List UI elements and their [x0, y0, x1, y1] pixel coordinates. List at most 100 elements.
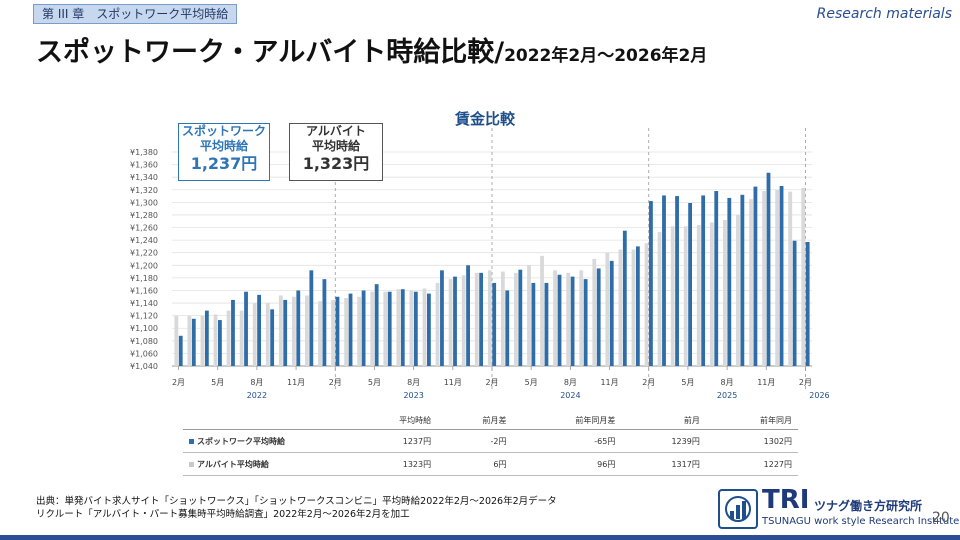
bar-alba — [239, 310, 244, 366]
y-tick-label: ¥1,300 — [130, 198, 158, 207]
bar-alba — [605, 252, 610, 366]
bar-spot — [244, 291, 248, 366]
y-tick-label: ¥1,380 — [130, 148, 158, 157]
y-tick-label: ¥1,200 — [130, 261, 158, 270]
bar-alba — [200, 315, 205, 366]
bar-spot — [701, 195, 706, 366]
spot-wage-callout: スポットワーク 平均時給 1,237円 — [178, 123, 270, 181]
bar-spot — [218, 320, 222, 366]
bar-spot — [688, 202, 693, 366]
bar-alba — [409, 290, 414, 366]
bar-alba — [174, 315, 179, 366]
bar-alba — [657, 231, 662, 366]
bar-spot — [270, 309, 275, 366]
x-tick-label: 2月 — [172, 378, 185, 387]
title-main: スポットワーク・アルバイト時給比較/ — [36, 37, 505, 68]
bar-alba — [762, 191, 766, 366]
x-tick-label: 8月 — [721, 378, 734, 387]
table-cell: 1237円 — [345, 429, 438, 453]
bar-spot — [792, 240, 797, 366]
bar-alba — [788, 191, 793, 366]
table-cell: 1317円 — [621, 452, 706, 476]
bar-spot — [622, 230, 627, 366]
bar-spot — [374, 284, 379, 366]
logo-mark-icon — [718, 489, 758, 529]
bar-alba — [801, 187, 806, 366]
bar-alba — [461, 275, 466, 366]
year-label: 2024 — [560, 391, 580, 400]
bar-alba — [500, 271, 505, 366]
y-tick-label: ¥1,260 — [130, 224, 158, 233]
x-tick-label: 11月 — [287, 378, 305, 387]
x-tick-label: 5月 — [211, 378, 224, 387]
x-tick-label: 8月 — [564, 378, 577, 387]
bar-alba — [383, 291, 388, 366]
bar-spot — [766, 172, 771, 366]
chart-title: 賃金比較 — [455, 110, 516, 128]
table-cell: 6円 — [437, 452, 513, 476]
y-tick-label: ¥1,060 — [130, 349, 158, 358]
spot-callout-value: 1,237円 — [190, 154, 258, 173]
bar-alba — [749, 199, 753, 366]
bar-spot — [805, 242, 810, 366]
x-tick-label: 8月 — [407, 378, 420, 387]
y-tick-label: ¥1,140 — [130, 299, 158, 308]
bar-spot — [570, 276, 575, 366]
bar-alba — [592, 259, 597, 366]
year-label: 2023 — [403, 391, 423, 400]
x-tick-label: 5月 — [681, 378, 694, 387]
y-tick-label: ¥1,360 — [130, 161, 158, 170]
bar-alba — [331, 299, 335, 366]
bar-alba — [723, 219, 727, 366]
y-tick-label: ¥1,220 — [130, 249, 158, 258]
bar-alba — [644, 243, 649, 366]
y-tick-label: ¥1,160 — [130, 286, 158, 295]
bar-spot — [727, 197, 732, 366]
bar-spot — [296, 290, 301, 366]
bar-alba — [265, 303, 270, 366]
bar-alba — [370, 291, 375, 366]
bar-spot — [309, 270, 314, 366]
bar-alba — [683, 226, 688, 366]
bar-spot — [479, 272, 484, 366]
y-tick-label: ¥1,100 — [130, 324, 158, 333]
x-tick-label: 2月 — [485, 378, 498, 387]
bar-alba — [396, 289, 401, 366]
year-label: 2025 — [717, 391, 737, 400]
y-tick-label: ¥1,120 — [130, 312, 158, 321]
table-cell: -2円 — [437, 429, 513, 453]
bar-spot — [675, 196, 679, 366]
bar-spot — [387, 291, 392, 366]
bar-spot — [348, 293, 353, 366]
bar-spot — [596, 268, 601, 366]
y-tick-label: ¥1,180 — [130, 274, 158, 283]
source-note: 出典：単発バイト求人サイト「ショットワークス」「ショットワークスコンビニ」平均時… — [36, 495, 557, 521]
alba-callout-line1: アルバイト — [306, 124, 366, 138]
bar-alba — [670, 226, 675, 366]
table-row: スポットワーク平均時給 1237円 -2円 -65円 1239円 1302円 — [183, 429, 798, 453]
alba-callout-value: 1,323円 — [302, 154, 370, 173]
source-line-1: 出典：単発バイト求人サイト「ショットワークス」「ショットワークスコンビニ」平均時… — [36, 496, 557, 507]
legend-swatch-alba — [189, 461, 194, 467]
bar-spot — [231, 299, 235, 366]
bar-spot — [609, 260, 614, 366]
bar-alba — [226, 310, 231, 366]
table-header-cell: 前月 — [621, 412, 706, 430]
research-label: Research materials — [816, 6, 952, 22]
bar-alba — [318, 301, 322, 366]
bar-alba — [213, 314, 218, 366]
bar-alba — [527, 265, 531, 366]
bar-alba — [709, 222, 714, 366]
bar-spot — [191, 318, 196, 366]
bar-alba — [448, 279, 453, 366]
wage-comparison-chart: ¥1,040 ¥1,060 ¥1,080 ¥1,100 ¥1,120 ¥1,140 ¥1,1… — [130, 128, 830, 400]
bar-alba — [696, 225, 701, 366]
logo-name-jp: ツナグ働き方研究所 — [814, 499, 923, 513]
bar-alba — [305, 295, 309, 366]
bar-spot — [505, 290, 510, 366]
bar-alba — [357, 296, 362, 366]
bar-alba — [278, 295, 283, 366]
chapter-tag: 第 III 章 スポットワーク平均時給 — [33, 4, 238, 24]
bar-spot — [753, 186, 758, 366]
spot-callout-line2: 平均時給 — [199, 139, 248, 153]
